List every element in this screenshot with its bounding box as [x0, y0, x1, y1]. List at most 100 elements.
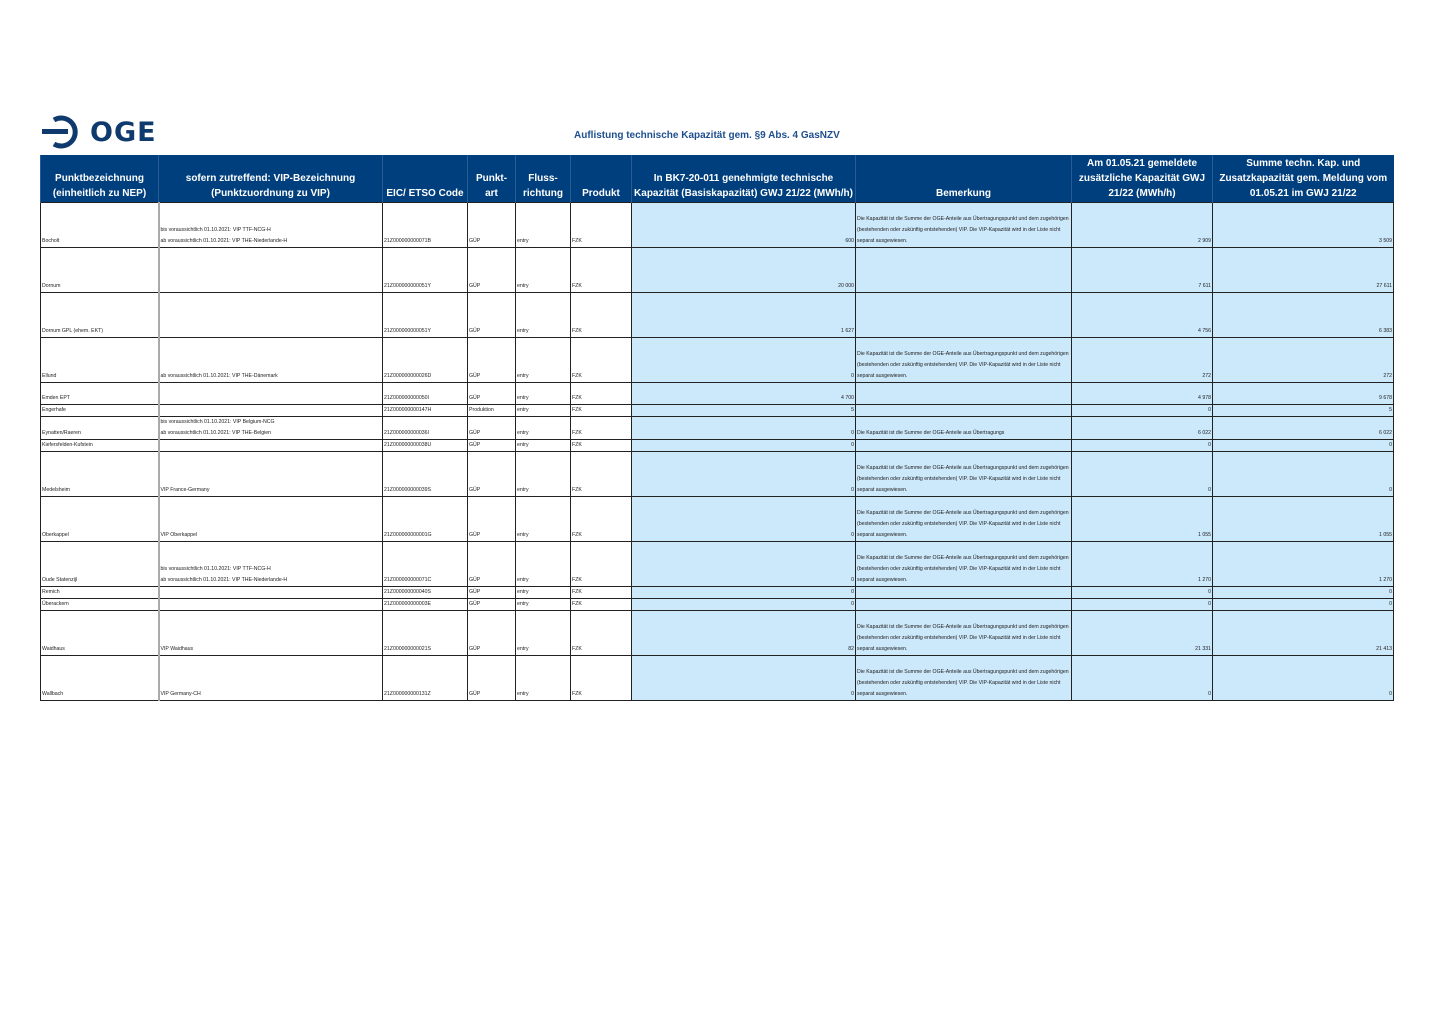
cell-produkt: FZK: [570, 451, 632, 497]
table-row: Überackern 21Z000000000003E GÜP entry FZK 0 0 0: [40, 598, 1394, 611]
cell-punktbezeichnung: Überackern: [40, 598, 159, 611]
column-header-eic-code: EIC/ ETSO Code: [382, 155, 468, 203]
cell-bemerkung: [855, 586, 1072, 599]
cell-eic-code: 21Z000000000071C: [382, 541, 468, 587]
table-row: Wallbach VIP Germany-CH 21Z000000000131Z GÜ…: [40, 655, 1394, 701]
cell-summe: 0: [1212, 586, 1394, 599]
cell-eic-code: 21Z000000000040S: [382, 586, 468, 599]
cell-vip-bezeichnung: VIP Waidhaus: [157, 610, 383, 656]
cell-summe: 6 383: [1212, 292, 1394, 338]
cell-flussrichtung: entry: [515, 404, 571, 417]
cell-vip-bezeichnung: VIP Germany-CH: [157, 655, 383, 701]
cell-punktart: GÜP: [467, 586, 516, 599]
cell-basiskapazitaet: 4 700: [631, 382, 856, 405]
cell-bemerkung: [855, 404, 1072, 417]
cell-basiskapazitaet: 0: [631, 337, 856, 383]
cell-punktart: GÜP: [467, 439, 516, 452]
cell-punktart: GÜP: [467, 496, 516, 542]
cell-punktbezeichnung: Waidhaus: [40, 610, 159, 656]
cell-bemerkung: [855, 382, 1072, 405]
cell-summe: 0: [1212, 439, 1394, 452]
cell-zusatzkapazitaet: 7 611: [1071, 247, 1213, 293]
cell-flussrichtung: entry: [515, 598, 571, 611]
cell-punktart: GÜP: [467, 247, 516, 293]
cell-punktart: GÜP: [467, 598, 516, 611]
cell-vip-bezeichnung: [157, 404, 383, 417]
cell-bemerkung: [855, 292, 1072, 338]
cell-flussrichtung: entry: [515, 247, 571, 293]
cell-punktbezeichnung: Kiefersfelden-Kufstein: [40, 439, 159, 452]
page-title: Auflistung technische Kapazität gem. §9 …: [574, 130, 840, 141]
column-header-punktbezeichnung: Punktbezeichnung (einheitlich zu NEP): [40, 155, 159, 203]
cell-summe: 27 611: [1212, 247, 1394, 293]
table-row: Bocholt bis voraussichtlich 01.10.2021: V…: [40, 202, 1394, 248]
cell-eic-code: 21Z000000000051Y: [382, 292, 468, 338]
table-row: Remich 21Z000000000040S GÜP entry FZK 0 0 0: [40, 586, 1394, 599]
cell-vip-bezeichnung: bis voraussichtlich 01.10.2021: VIP TTF-…: [157, 541, 383, 587]
table-row: Medelsheim VIP France-Germany 21Z000000000…: [40, 451, 1394, 497]
table-row: Oberkappel VIP Oberkappel 21Z000000000001G…: [40, 496, 1394, 542]
cell-basiskapazitaet: 0: [631, 541, 856, 587]
cell-punktart: GÜP: [467, 337, 516, 383]
cell-vip-bezeichnung: [157, 439, 383, 452]
table-row: Dornum 21Z000000000051Y GÜP entry FZK 20 000 7…: [40, 247, 1394, 293]
cell-eic-code: 21Z000000000039S: [382, 451, 468, 497]
column-header-produkt: Produkt: [570, 155, 632, 203]
cell-produkt: FZK: [570, 404, 632, 417]
cell-punktart: GÜP: [467, 610, 516, 656]
cell-flussrichtung: entry: [515, 610, 571, 656]
cell-eic-code: 21Z000000000026D: [382, 337, 468, 383]
cell-punktbezeichnung: Ellund: [40, 337, 159, 383]
cell-eic-code: 21Z000000000021S: [382, 610, 468, 656]
cell-bemerkung: Die Kapazität ist die Summe der OGE-Ante…: [855, 655, 1072, 701]
cell-summe: 0: [1212, 598, 1394, 611]
cell-zusatzkapazitaet: 0: [1071, 598, 1213, 611]
cell-punktbezeichnung: Remich: [40, 586, 159, 599]
cell-bemerkung: [855, 439, 1072, 452]
cell-punktbezeichnung: Emden EPT: [40, 382, 159, 405]
cell-eic-code: 21Z000000000147H: [382, 404, 468, 417]
cell-punktbezeichnung: Engerhafe: [40, 404, 159, 417]
cell-produkt: FZK: [570, 496, 632, 542]
cell-bemerkung: Die Kapazität ist die Summe der OGE-Ante…: [855, 451, 1072, 497]
cell-produkt: FZK: [570, 439, 632, 452]
table-row: Kiefersfelden-Kufstein 21Z000000000038U GÜ…: [40, 439, 1394, 452]
table-row: Ellund ab voraussichtlich 01.10.2021: VIP…: [40, 337, 1394, 383]
column-header-flussrichtung: Fluss-richtung: [515, 155, 571, 203]
cell-zusatzkapazitaet: 0: [1071, 655, 1213, 701]
cell-bemerkung: Die Kapazität ist die Summe der OGE-Ante…: [855, 610, 1072, 656]
cell-flussrichtung: entry: [515, 292, 571, 338]
table-row: Engerhafe 21Z000000000147H Produktion entry…: [40, 404, 1394, 417]
cell-eic-code: 21Z000000000131Z: [382, 655, 468, 701]
cell-produkt: FZK: [570, 247, 632, 293]
cell-summe: 9 678: [1212, 382, 1394, 405]
column-header-punktart: Punkt-art: [467, 155, 516, 203]
column-header-summe: Summe techn. Kap. und Zusatzkapazität ge…: [1212, 155, 1394, 203]
cell-vip-bezeichnung: VIP Oberkappel: [157, 496, 383, 542]
cell-basiskapazitaet: 0: [631, 439, 856, 452]
cell-eic-code: 21Z000000000038U: [382, 439, 468, 452]
cell-basiskapazitaet: 5: [631, 404, 856, 417]
cell-bemerkung: Die Kapazität ist die Summe der OGE-Ante…: [855, 541, 1072, 587]
capacity-table: Punktbezeichnung (einheitlich zu NEP) sof…: [40, 155, 1394, 701]
cell-bemerkung: [855, 598, 1072, 611]
cell-flussrichtung: entry: [515, 382, 571, 405]
cell-vip-bezeichnung: bis voraussichtlich 01.10.2021: VIP Belg…: [157, 416, 383, 440]
cell-zusatzkapazitaet: 4 756: [1071, 292, 1213, 338]
cell-summe: 272: [1212, 337, 1394, 383]
cell-flussrichtung: entry: [515, 337, 571, 383]
cell-basiskapazitaet: 600: [631, 202, 856, 248]
cell-produkt: FZK: [570, 598, 632, 611]
cell-flussrichtung: entry: [515, 202, 571, 248]
cell-flussrichtung: entry: [515, 541, 571, 587]
cell-zusatzkapazitaet: 21 331: [1071, 610, 1213, 656]
cell-summe: 0: [1212, 451, 1394, 497]
cell-eic-code: 21Z000000000036I: [382, 416, 468, 440]
cell-summe: 21 413: [1212, 610, 1394, 656]
cell-produkt: FZK: [570, 610, 632, 656]
cell-basiskapazitaet: 20 000: [631, 247, 856, 293]
column-header-zusatzkapazitaet: Am 01.05.21 gemeldete zusätzliche Kapazi…: [1071, 155, 1213, 203]
cell-punktart: GÜP: [467, 541, 516, 587]
cell-eic-code: 21Z000000000051Y: [382, 247, 468, 293]
cell-summe: 1 270: [1212, 541, 1394, 587]
